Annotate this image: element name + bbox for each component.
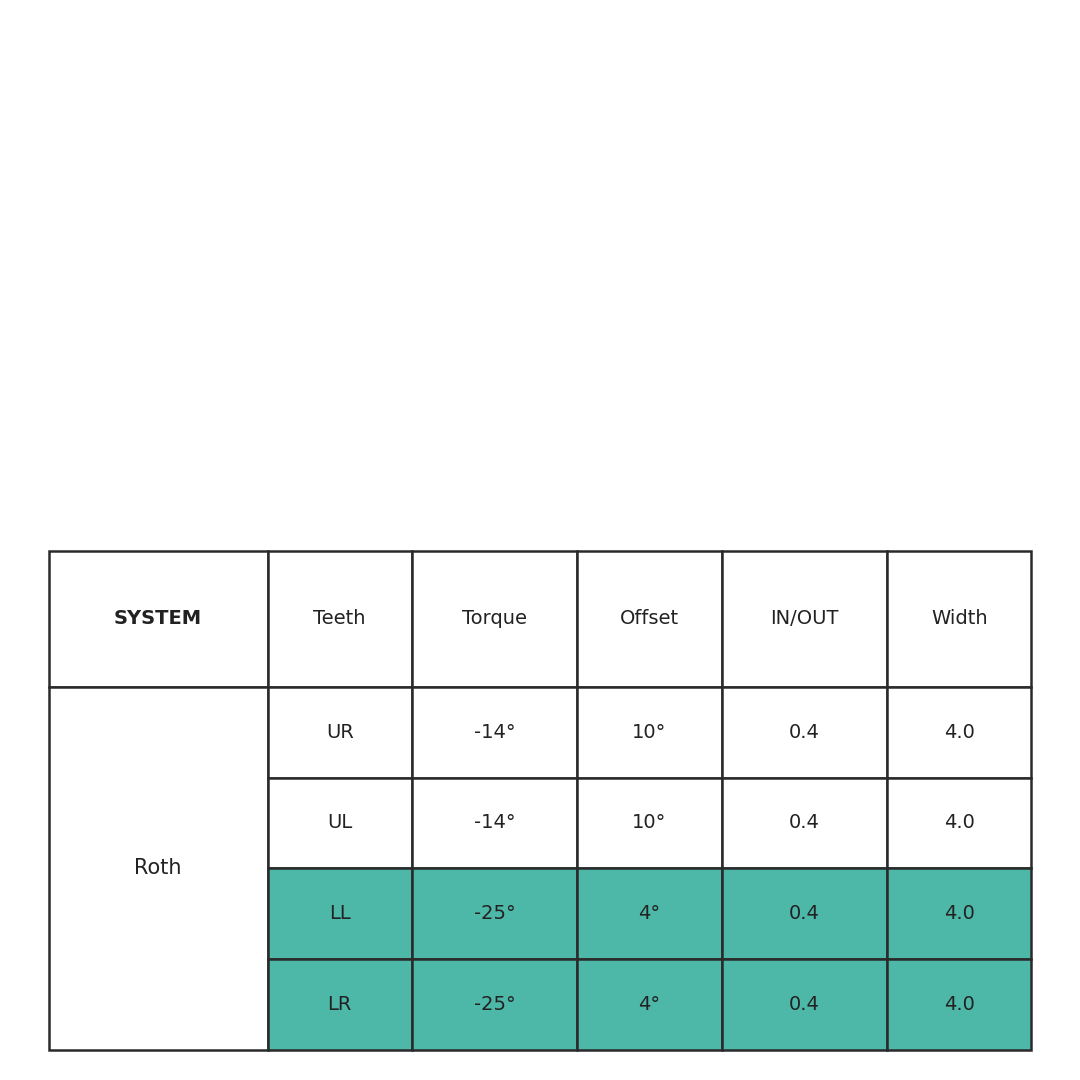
Text: -25°: -25°	[474, 904, 515, 923]
Bar	[887, 687, 1031, 778]
Bar	[578, 778, 721, 868]
Bar	[721, 551, 887, 687]
Bar	[411, 687, 578, 778]
Text: 4.0: 4.0	[944, 723, 975, 742]
Bar	[721, 959, 887, 1050]
Text: 10°: 10°	[632, 813, 666, 833]
Bar	[887, 778, 1031, 868]
Bar	[268, 868, 411, 959]
Text: SYSTEM: SYSTEM	[114, 609, 202, 629]
Bar	[411, 551, 578, 687]
Bar	[411, 959, 578, 1050]
Bar	[411, 868, 578, 959]
Bar	[49, 687, 268, 1050]
Text: 4.0: 4.0	[944, 904, 975, 923]
Bar	[49, 551, 268, 687]
Text: LL: LL	[328, 904, 351, 923]
Bar	[887, 959, 1031, 1050]
Bar	[887, 868, 1031, 959]
Bar	[268, 959, 411, 1050]
Text: Width: Width	[931, 609, 987, 629]
Bar	[268, 687, 411, 778]
Bar	[721, 868, 887, 959]
Text: 10°: 10°	[632, 723, 666, 742]
Bar	[411, 778, 578, 868]
Bar	[721, 687, 887, 778]
Text: -14°: -14°	[474, 813, 515, 833]
Bar	[578, 868, 721, 959]
Text: Torque: Torque	[462, 609, 527, 629]
Text: 4°: 4°	[638, 904, 661, 923]
Text: 4.0: 4.0	[944, 995, 975, 1014]
Bar	[578, 687, 721, 778]
Bar	[578, 551, 721, 687]
Bar	[721, 778, 887, 868]
Bar	[887, 551, 1031, 687]
Text: 4.0: 4.0	[944, 813, 975, 833]
Text: 0.4: 0.4	[789, 904, 820, 923]
Text: 0.4: 0.4	[789, 723, 820, 742]
Text: 0.4: 0.4	[789, 995, 820, 1014]
Text: Teeth: Teeth	[313, 609, 366, 629]
Text: Offset: Offset	[620, 609, 679, 629]
Text: Roth: Roth	[134, 859, 181, 878]
Text: UR: UR	[326, 723, 353, 742]
Text: UL: UL	[327, 813, 352, 833]
Bar	[268, 778, 411, 868]
Bar	[268, 551, 411, 687]
Text: LR: LR	[327, 995, 352, 1014]
Text: 4°: 4°	[638, 995, 661, 1014]
Text: -25°: -25°	[474, 995, 515, 1014]
Text: 0.4: 0.4	[789, 813, 820, 833]
Text: -14°: -14°	[474, 723, 515, 742]
Text: IN/OUT: IN/OUT	[770, 609, 839, 629]
Bar	[578, 959, 721, 1050]
